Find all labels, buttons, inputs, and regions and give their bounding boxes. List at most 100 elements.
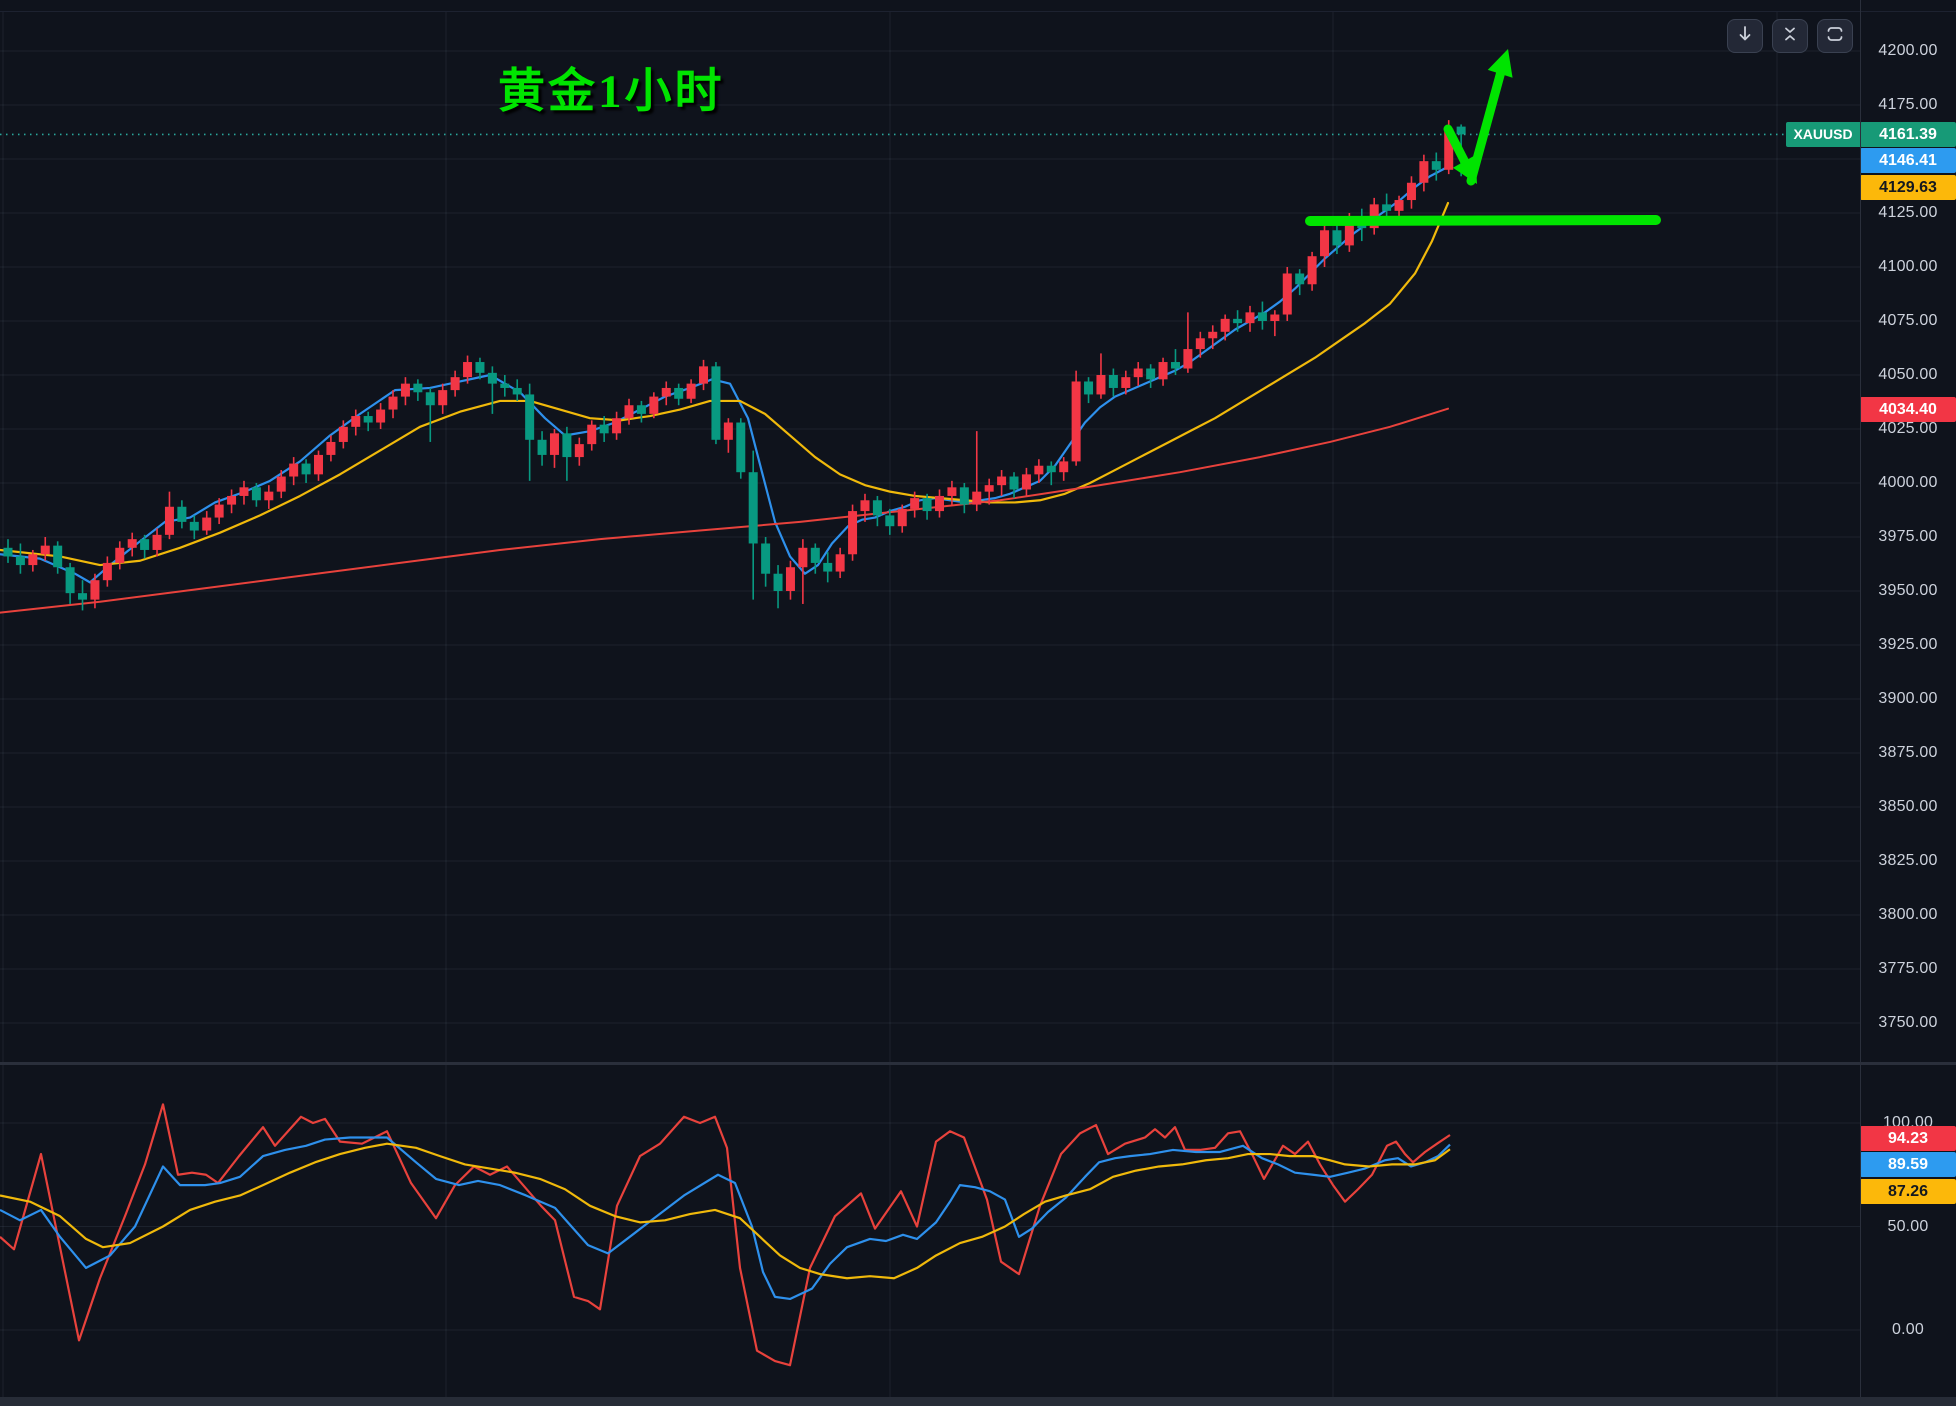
maximize-pane-button[interactable] — [1817, 19, 1853, 53]
candle-body[interactable] — [848, 511, 858, 555]
candle-body[interactable] — [1233, 318, 1243, 324]
candle-body[interactable] — [1419, 161, 1429, 183]
candle-body[interactable] — [1431, 161, 1441, 170]
candle-body[interactable] — [1382, 204, 1392, 211]
k-value-badge[interactable]: 89.59 — [1860, 1151, 1956, 1177]
candle-body[interactable] — [1270, 314, 1280, 321]
candle-body[interactable] — [65, 567, 75, 594]
d-value-badge[interactable]: 87.26 — [1860, 1178, 1956, 1204]
candle-body[interactable] — [823, 562, 833, 572]
candle-body[interactable] — [1146, 368, 1156, 380]
candle-body[interactable] — [835, 554, 845, 572]
candle-body[interactable] — [1096, 375, 1106, 395]
candle-body[interactable] — [736, 422, 746, 473]
candle-body[interactable] — [177, 506, 187, 522]
candle-body[interactable] — [798, 547, 808, 568]
candle-body[interactable] — [1295, 273, 1305, 285]
candle-body[interactable] — [1456, 126, 1466, 135]
candle-body[interactable] — [612, 418, 622, 434]
candle-body[interactable] — [674, 387, 684, 399]
candle-body[interactable] — [463, 362, 473, 378]
d-line[interactable] — [0, 1142, 1451, 1280]
candle-body[interactable] — [773, 573, 783, 591]
candle-body[interactable] — [1183, 349, 1193, 369]
candle-body[interactable] — [549, 433, 559, 455]
candle-body[interactable] — [1170, 362, 1180, 369]
candle-body[interactable] — [102, 562, 112, 581]
ma-slow-badge[interactable]: 4034.40 — [1860, 396, 1956, 422]
candle-body[interactable] — [140, 539, 150, 550]
candle-body[interactable] — [872, 500, 882, 516]
candle-body[interactable] — [599, 424, 609, 434]
candle-body[interactable] — [475, 362, 485, 373]
candle-body[interactable] — [1009, 476, 1019, 490]
candle-body[interactable] — [400, 383, 410, 397]
candle-body[interactable] — [624, 405, 634, 419]
candle-body[interactable] — [959, 487, 969, 505]
candle-body[interactable] — [984, 485, 994, 492]
candle-body[interactable] — [1245, 312, 1255, 324]
candle-body[interactable] — [264, 491, 274, 501]
panel-divider[interactable] — [0, 1062, 1956, 1065]
candle-body[interactable] — [388, 396, 398, 410]
ma-mid-badge[interactable]: 4129.63 — [1860, 174, 1956, 200]
candle-body[interactable] — [910, 498, 920, 509]
candle-body[interactable] — [897, 508, 907, 527]
candle-body[interactable] — [425, 392, 435, 406]
candle-body[interactable] — [239, 487, 249, 496]
candle-body[interactable] — [376, 409, 386, 423]
candle-body[interactable] — [748, 472, 758, 544]
candle-body[interactable] — [438, 390, 448, 406]
candle-body[interactable] — [1059, 461, 1069, 473]
candle-body[interactable] — [785, 567, 795, 591]
candle-body[interactable] — [935, 495, 944, 512]
candle-body[interactable] — [1406, 182, 1416, 201]
ma-fast-blue[interactable] — [0, 165, 1450, 584]
candle-body[interactable] — [450, 377, 460, 391]
candle-body[interactable] — [661, 387, 671, 397]
candle-body[interactable] — [314, 454, 323, 475]
candle-body[interactable] — [699, 366, 709, 384]
candle-body[interactable] — [152, 534, 162, 550]
candle-body[interactable] — [537, 439, 547, 455]
candle-body[interactable] — [289, 463, 299, 477]
candle-body[interactable] — [649, 396, 659, 414]
candle-body[interactable] — [574, 444, 584, 458]
candle-body[interactable] — [1021, 474, 1031, 490]
price-axis-border[interactable] — [1860, 0, 1861, 1397]
ma-fast-badge[interactable]: 4146.41 — [1860, 147, 1956, 173]
candle-body[interactable] — [1394, 200, 1404, 211]
candle-body[interactable] — [1158, 362, 1168, 380]
symbol-price-label[interactable]: XAUUSD — [1786, 121, 1860, 147]
candle-body[interactable] — [1257, 312, 1267, 321]
collapse-pane-button[interactable] — [1772, 19, 1808, 53]
candle-body[interactable] — [1444, 128, 1454, 170]
candle-body[interactable] — [3, 547, 13, 557]
candle-body[interactable] — [562, 433, 572, 458]
last-price-badge[interactable]: 4161.39 — [1860, 121, 1956, 147]
candle-body[interactable] — [1332, 230, 1342, 246]
candle-body[interactable] — [500, 383, 510, 388]
candle-body[interactable] — [127, 539, 137, 548]
candle-body[interactable] — [413, 383, 423, 393]
candle-body[interactable] — [1320, 230, 1330, 257]
candle-body[interactable] — [1034, 465, 1044, 475]
candle-body[interactable] — [40, 545, 50, 555]
candle-body[interactable] — [227, 495, 237, 505]
candle-body[interactable] — [1084, 381, 1094, 395]
arrow-up-annotation[interactable] — [1466, 63, 1507, 186]
candle-body[interactable] — [301, 463, 311, 475]
j-line[interactable] — [0, 1103, 1451, 1367]
candle-body[interactable] — [711, 366, 721, 440]
k-line[interactable] — [0, 1136, 1451, 1301]
j-value-badge[interactable]: 94.23 — [1860, 1125, 1956, 1151]
candle-body[interactable] — [202, 517, 212, 531]
candle-body[interactable] — [947, 487, 957, 496]
candle-body[interactable] — [636, 405, 646, 414]
candle-body[interactable] — [1108, 375, 1118, 388]
candle-body[interactable] — [351, 416, 361, 427]
candle-body[interactable] — [487, 372, 497, 384]
candle-body[interactable] — [164, 506, 174, 535]
candle-body[interactable] — [1121, 377, 1131, 388]
